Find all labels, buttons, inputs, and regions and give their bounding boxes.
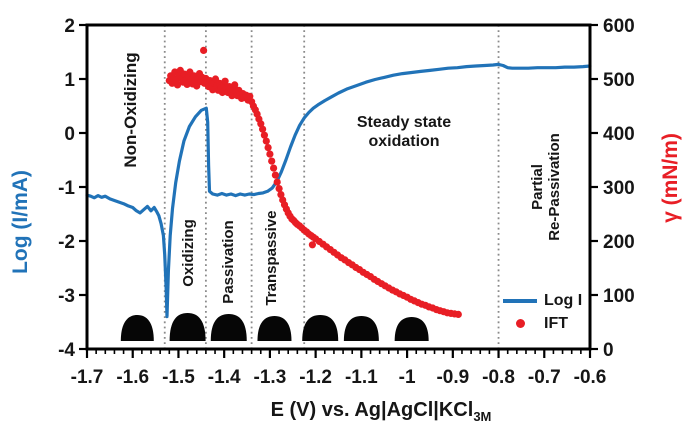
svg-text:-1.2: -1.2: [299, 367, 332, 388]
svg-text:-1.1: -1.1: [345, 367, 378, 388]
partial-line2: Re-Passivation: [546, 133, 563, 241]
svg-text:-4: -4: [58, 340, 75, 361]
svg-text:400: 400: [603, 124, 635, 145]
legend-label-log-i: Log I: [544, 291, 583, 309]
x-axis-title: E (V) vs. Ag|AgCl|KCl3M: [271, 400, 492, 424]
y-right-axis-title: γ (mN/m): [658, 133, 682, 223]
partial-line1: Partial: [529, 164, 547, 210]
svg-text:200: 200: [603, 232, 635, 253]
svg-text:0: 0: [64, 124, 75, 145]
steady-state-line2: oxidation: [368, 133, 440, 150]
x-axis-title-subscript: 3M: [473, 409, 492, 425]
steady-state-line1: Steady state: [356, 114, 452, 132]
svg-text:300: 300: [603, 178, 635, 199]
svg-text:-0.7: -0.7: [528, 367, 561, 388]
svg-text:1: 1: [64, 70, 75, 91]
svg-text:-3: -3: [58, 286, 75, 307]
region-label-oxidizing: Oxidizing: [180, 219, 198, 287]
svg-text:-1.7: -1.7: [71, 367, 104, 388]
svg-text:0: 0: [603, 340, 614, 361]
legend-dot-marker: [503, 319, 537, 328]
svg-text:-1.6: -1.6: [116, 367, 149, 388]
svg-text:100: 100: [603, 286, 635, 307]
svg-text:-1: -1: [58, 178, 75, 199]
legend: Log I IFT: [503, 289, 582, 335]
svg-text:-1: -1: [399, 367, 416, 388]
region-label-steady-state: Steady state oxidation: [357, 114, 451, 152]
region-label-transpassive: Transpassive: [263, 210, 281, 306]
legend-item-log-i: Log I: [503, 289, 582, 312]
legend-line-marker: [503, 298, 537, 303]
svg-text:-0.6: -0.6: [574, 367, 607, 388]
legend-item-ift: IFT: [503, 312, 582, 335]
y-left-axis-title: Log (I/mA): [8, 170, 32, 274]
region-label-passivation: Passivation: [220, 220, 238, 304]
svg-text:-1.5: -1.5: [162, 367, 195, 388]
svg-text:-0.9: -0.9: [436, 367, 469, 388]
svg-text:-0.8: -0.8: [482, 367, 515, 388]
x-axis-title-main: E (V) vs. Ag|AgCl|KCl: [270, 399, 474, 422]
svg-text:2: 2: [64, 16, 75, 37]
svg-text:-2: -2: [58, 232, 75, 253]
region-label-non-oxidizing: Non-Oxidizing: [121, 52, 141, 168]
svg-text:-1.4: -1.4: [208, 367, 241, 388]
legend-label-ift: IFT: [544, 314, 568, 332]
region-label-partial-repassivation: Partial Re-Passivation: [529, 133, 564, 241]
svg-text:500: 500: [603, 70, 635, 91]
svg-text:-1.3: -1.3: [254, 367, 287, 388]
svg-text:600: 600: [603, 16, 635, 37]
